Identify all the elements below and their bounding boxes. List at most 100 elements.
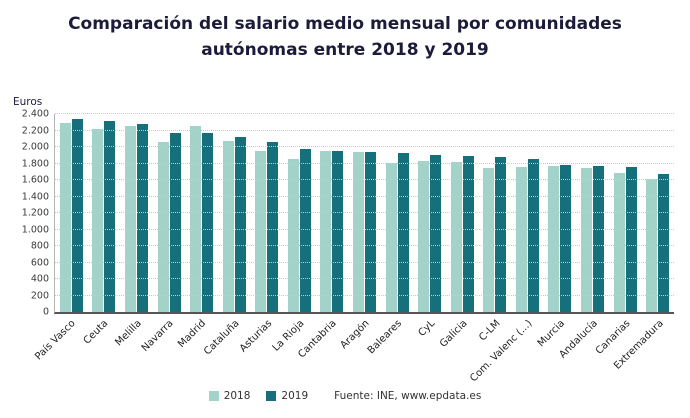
- legend-label: 2019: [281, 390, 309, 402]
- gridline: [55, 146, 674, 147]
- bar-group: [316, 114, 349, 312]
- gridline: [55, 261, 674, 263]
- bar-2019-andaluc-a: [593, 166, 605, 312]
- x-label-slot: Navarra: [140, 315, 185, 383]
- bar-group: [479, 114, 512, 312]
- bar-group: [218, 114, 251, 312]
- y-axis-label: Euros: [13, 96, 43, 108]
- bar-2018-andaluc-a: [581, 168, 593, 312]
- y-tick-label: 2.200: [21, 125, 49, 136]
- x-label-slot: Baleares: [366, 315, 413, 383]
- bar-group: [609, 114, 642, 312]
- x-tick-label: País Vasco: [33, 318, 79, 363]
- bar-group: [88, 114, 121, 312]
- bar-2018-catalu-a: [222, 140, 234, 312]
- bar-2019-pa-s-vasco: [71, 118, 83, 312]
- bar-2018-pa-s-vasco: [59, 123, 71, 312]
- bar-2019-c-lm: [495, 157, 507, 312]
- bar-2019-murcia: [560, 165, 572, 312]
- bar-2019-melilla: [136, 123, 148, 312]
- bar-2019-arag-n: [364, 152, 376, 312]
- bar-2019-madrid: [202, 132, 214, 312]
- legend-swatch: [208, 391, 219, 401]
- x-label-slot: País Vasco: [34, 315, 87, 383]
- bar-2018-la-rioja: [287, 159, 299, 312]
- legend-item-2018: 2018: [208, 390, 251, 402]
- bar-group: [511, 114, 544, 312]
- bar-2019-baleares: [397, 153, 409, 312]
- bar-2018-navarra: [157, 142, 169, 312]
- bar-group: [283, 114, 316, 312]
- y-tick-label: 1.800: [21, 158, 49, 169]
- source-text: Fuente: INE, www.epdata.es: [334, 390, 482, 402]
- gridline: [55, 113, 674, 114]
- page-title: Comparación del salario medio mensual po…: [0, 12, 690, 63]
- bar-group: [120, 114, 153, 312]
- bar-2018-canarias: [613, 173, 625, 312]
- y-tick-label: 800: [30, 240, 49, 252]
- bar-2019-com-valenc-: [527, 158, 539, 312]
- chart-footer: 2018 2019 Fuente: INE, www.epdata.es: [0, 387, 690, 405]
- gridline: [55, 162, 674, 164]
- bar-2018-cantabria: [320, 151, 332, 312]
- y-tick-label: 1.600: [21, 174, 49, 186]
- bar-2018-baleares: [385, 163, 397, 312]
- x-tick-label: Ceuta: [82, 318, 111, 347]
- bar-group: [446, 114, 479, 312]
- bars: [55, 114, 674, 312]
- gridline: [55, 245, 674, 247]
- bar-2019-cantabria: [332, 151, 344, 312]
- bar-2018-melilla: [124, 125, 136, 312]
- x-labels: País Vasco Ceuta Melilla Navarra Madrid Catal…: [34, 315, 674, 384]
- bar-2019-cyl: [430, 154, 442, 312]
- y-tick-label: 1.000: [21, 224, 49, 235]
- bar-2018-galicia: [450, 162, 462, 312]
- bar-2019-galicia: [462, 156, 474, 312]
- bar-group: [544, 114, 577, 312]
- bar-group: [153, 114, 186, 312]
- x-label-slot: CyL: [413, 315, 446, 383]
- x-label-slot: Com. Valenc (...): [469, 315, 544, 384]
- y-tick-label: 1.400: [21, 191, 49, 202]
- x-label-slot: Extremadura: [612, 315, 674, 383]
- bar-group: [576, 114, 609, 312]
- x-label-slot: Cantabria: [297, 315, 348, 383]
- bar-group: [381, 114, 414, 312]
- bar-2018-com-valenc-: [515, 167, 527, 312]
- y-tick-label: 2.400: [21, 108, 49, 120]
- legend-swatch: [266, 391, 277, 401]
- bar-2018-cyl: [418, 161, 430, 312]
- gridline: [55, 294, 674, 296]
- gridline: [55, 278, 674, 280]
- bar-2018-c-lm: [483, 168, 495, 312]
- bar-2019-ceuta: [104, 121, 116, 312]
- y-tick-label: 1.200: [21, 207, 49, 219]
- y-tick-label: 400: [30, 273, 49, 285]
- legend-item-2019: 2019: [266, 390, 308, 402]
- bar-2018-madrid: [190, 126, 202, 312]
- bar-group: [55, 114, 88, 312]
- x-label-slot: Ceuta: [82, 315, 120, 383]
- title-line-2: autónomas entre 2018 y 2019: [201, 39, 489, 60]
- gridline: [55, 179, 674, 181]
- bar-group: [185, 114, 218, 312]
- gridline: [55, 195, 674, 197]
- bar-group: [348, 114, 381, 312]
- y-tick-label: 600: [30, 257, 49, 268]
- legend: 2018 2019: [208, 390, 308, 402]
- bar-2018-arag-n: [352, 151, 364, 312]
- x-tick-label: C-LM: [476, 318, 503, 344]
- bar-2019-canarias: [625, 167, 637, 312]
- title-line-1: Comparación del salario medio mensual po…: [68, 14, 622, 34]
- bar-2018-ceuta: [92, 128, 104, 312]
- bar-2019-navarra: [169, 132, 181, 312]
- bar-2019-la-rioja: [299, 148, 311, 312]
- legend-label: 2018: [223, 390, 251, 402]
- bar-2019-catalu-a: [234, 136, 246, 312]
- bar-2018-asturias: [255, 151, 267, 312]
- y-tick-label: 0: [42, 306, 49, 318]
- x-tick-label: CyL: [416, 318, 437, 339]
- gridline: [55, 129, 674, 131]
- bar-group: [641, 114, 674, 312]
- plot-area: 0 200 400 600 800 1.000 1.200 1.400 1.600 1.800 2.…: [22, 109, 674, 318]
